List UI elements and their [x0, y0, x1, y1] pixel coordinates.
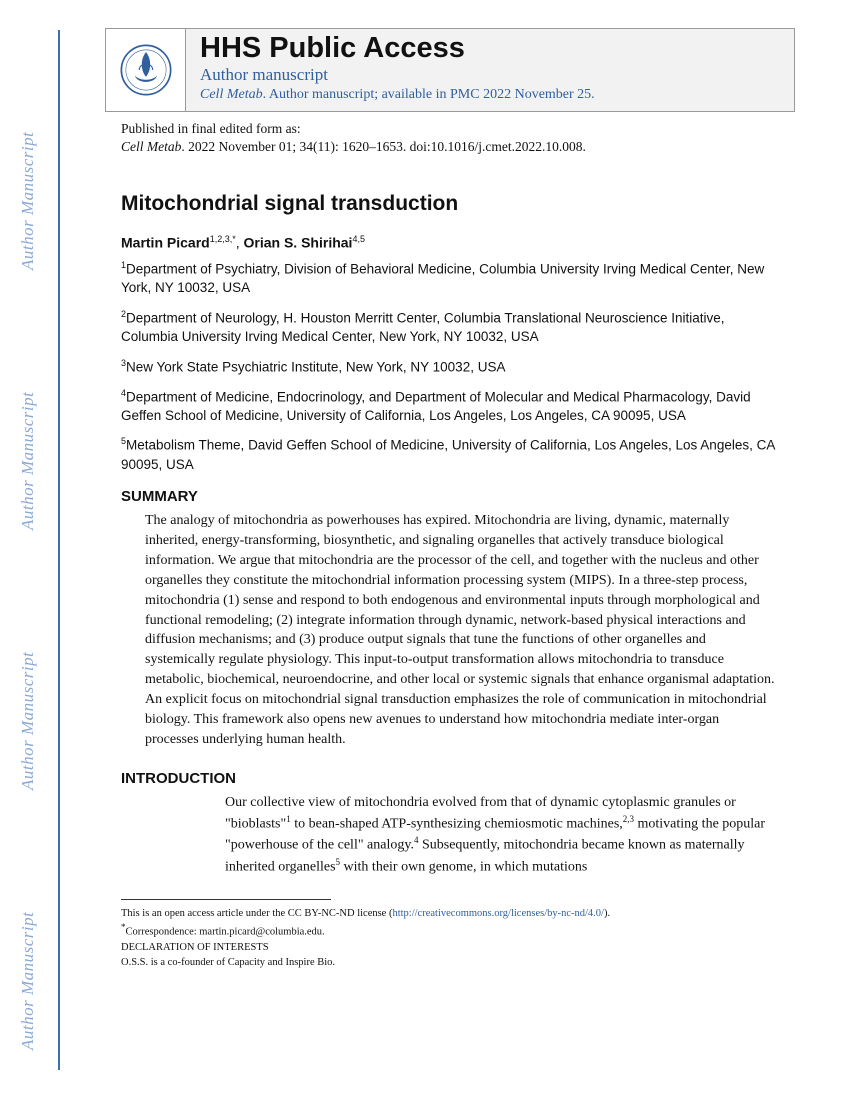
author-2: Orian S. Shirihai — [244, 235, 353, 251]
author-2-sup: 4,5 — [352, 234, 365, 244]
affiliation-3-text: New York State Psychiatric Institute, Ne… — [126, 359, 505, 374]
declaration-body: O.S.S. is a co-founder of Capacity and I… — [121, 955, 775, 970]
affiliation-4: 4Department of Medicine, Endocrinology, … — [121, 387, 775, 426]
affiliation-1-text: Department of Psychiatry, Division of Be… — [121, 262, 764, 296]
left-blue-rule — [58, 30, 60, 1070]
hhs-header-box: HHS Public Access Author manuscript Cell… — [105, 28, 795, 112]
hhs-header-text: HHS Public Access Author manuscript Cell… — [186, 29, 605, 111]
summary-body: The analogy of mitochondria as powerhous… — [145, 511, 775, 750]
page-content: HHS Public Access Author manuscript Cell… — [75, 28, 795, 971]
intro-text-2: to bean-shaped ATP-synthesizing chemiosm… — [291, 816, 623, 831]
publication-info: Published in final edited form as: Cell … — [121, 120, 795, 156]
summary-heading: SUMMARY — [121, 488, 795, 505]
journal-rest: . Author manuscript; available in PMC 20… — [263, 87, 595, 102]
hhs-logo — [106, 29, 186, 111]
author-manuscript-label: Author manuscript — [200, 65, 595, 85]
pubinfo-citation: . 2022 November 01; 34(11): 1620–1653. d… — [181, 139, 585, 154]
footnotes: This is an open access article under the… — [121, 906, 775, 970]
pubinfo-journal: Cell Metab — [121, 139, 181, 154]
affiliation-5-text: Metabolism Theme, David Geffen School of… — [121, 438, 775, 472]
affiliation-2-text: Department of Neurology, H. Houston Merr… — [121, 310, 725, 344]
watermark-3: Author Manuscript — [18, 610, 48, 790]
affiliation-4-text: Department of Medicine, Endocrinology, a… — [121, 389, 751, 423]
footnote-rule — [121, 899, 331, 900]
affiliation-2: 2Department of Neurology, H. Houston Mer… — [121, 308, 775, 347]
introduction-heading: INTRODUCTION — [121, 770, 795, 787]
authors-line: Martin Picard1,2,3,*, Orian S. Shirihai4… — [121, 234, 795, 251]
journal-availability-line: Cell Metab. Author manuscript; available… — [200, 87, 595, 103]
watermark-2: Author Manuscript — [18, 350, 48, 530]
author-1-sup: 1,2,3,* — [210, 234, 236, 244]
affiliation-1: 1Department of Psychiatry, Division of B… — [121, 259, 775, 298]
affiliation-3: 3New York State Psychiatric Institute, N… — [121, 357, 775, 377]
correspondence-text: Correspondence: martin.picard@columbia.e… — [126, 927, 325, 938]
watermark-4: Author Manuscript — [18, 870, 48, 1050]
hhs-title: HHS Public Access — [200, 33, 595, 63]
pubinfo-line2: Cell Metab. 2022 November 01; 34(11): 16… — [121, 138, 795, 156]
introduction-body: Our collective view of mitochondria evol… — [225, 793, 775, 877]
license-post: ). — [604, 908, 610, 919]
author-1: Martin Picard — [121, 235, 210, 251]
license-pre: This is an open access article under the… — [121, 908, 392, 919]
intro-text-5: with their own genome, in which mutation… — [340, 859, 587, 874]
article-title: Mitochondrial signal transduction — [121, 192, 795, 216]
affiliation-5: 5Metabolism Theme, David Geffen School o… — [121, 435, 775, 474]
correspondence-line: *Correspondence: martin.picard@columbia.… — [121, 921, 775, 940]
watermark-1: Author Manuscript — [18, 90, 48, 270]
license-line: This is an open access article under the… — [121, 906, 775, 921]
license-link[interactable]: http://creativecommons.org/licenses/by-n… — [392, 908, 604, 919]
pubinfo-line1: Published in final edited form as: — [121, 120, 795, 138]
journal-name: Cell Metab — [200, 87, 263, 102]
declaration-head: DECLARATION OF INTERESTS — [121, 940, 775, 955]
author-sep: , — [236, 235, 244, 251]
